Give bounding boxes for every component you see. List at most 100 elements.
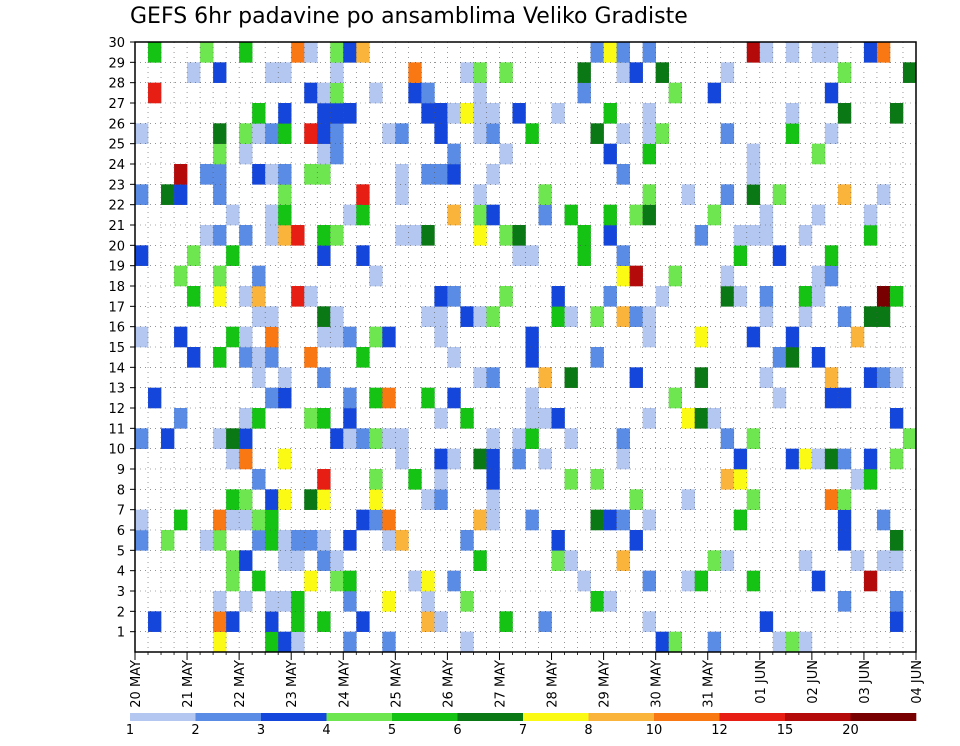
heatmap-cell	[642, 184, 656, 205]
heatmap-cell	[174, 408, 188, 429]
heatmap-cell	[629, 265, 643, 287]
legend-label: 7	[519, 723, 527, 738]
heatmap-cell	[447, 286, 461, 307]
heatmap-cell	[239, 225, 253, 246]
heatmap-cell	[213, 164, 227, 185]
heatmap-cell	[473, 550, 487, 571]
legend-label: 10	[646, 723, 663, 738]
x-tick-label: 31 MAY	[702, 660, 717, 708]
heatmap-cell	[343, 387, 357, 409]
heatmap-cell	[434, 103, 448, 124]
heatmap-cell	[590, 123, 604, 144]
heatmap-cell	[239, 489, 253, 510]
heatmap-cell	[603, 286, 617, 307]
heatmap-cell	[694, 225, 709, 246]
heatmap-cell	[746, 489, 761, 510]
heatmap-cell	[798, 631, 813, 653]
heatmap-cell	[239, 143, 253, 165]
heatmap-cell	[278, 367, 292, 388]
heatmap-cell	[863, 570, 878, 592]
heatmap-cell	[213, 428, 227, 449]
heatmap-cell	[252, 103, 266, 124]
y-tick-label: 18	[108, 280, 125, 295]
heatmap-cell	[330, 82, 344, 104]
heatmap-cell	[837, 306, 852, 327]
heatmap-cell	[486, 509, 500, 531]
heatmap-cell	[499, 62, 513, 83]
heatmap-cell	[434, 489, 448, 510]
heatmap-cell	[525, 245, 539, 266]
heatmap-cell	[694, 570, 709, 592]
heatmap-cell	[460, 306, 474, 327]
heatmap-cell	[278, 103, 292, 124]
heatmap-cell	[720, 184, 735, 205]
heatmap-cell	[148, 42, 162, 63]
heatmap-cell	[135, 326, 149, 348]
heatmap-cell	[434, 469, 448, 490]
heatmap-cell	[525, 347, 539, 368]
heatmap-cell	[720, 62, 735, 83]
heatmap-cell	[473, 306, 487, 327]
legend-label: 6	[453, 723, 461, 738]
heatmap-cell	[772, 245, 787, 266]
heatmap-cell	[876, 367, 891, 388]
y-tick-label: 14	[108, 361, 125, 376]
heatmap-cell	[590, 509, 604, 531]
y-tick-label: 29	[108, 56, 125, 71]
heatmap-cell	[304, 347, 318, 368]
heatmap-cell	[330, 306, 344, 327]
heatmap-cell	[213, 143, 227, 165]
heatmap-cell	[226, 428, 240, 449]
legend-label: 12	[711, 723, 728, 738]
heatmap-cell	[265, 591, 279, 612]
heatmap-cell	[525, 509, 539, 531]
heatmap-cell	[200, 530, 214, 551]
heatmap-cell	[395, 184, 409, 205]
heatmap-cell	[161, 530, 175, 551]
y-tick-label: 16	[108, 321, 125, 336]
y-tick-label: 1	[117, 626, 125, 641]
heatmap-cell	[304, 42, 318, 63]
heatmap-cell	[629, 530, 643, 551]
heatmap-cell	[226, 245, 240, 266]
heatmap-cell	[330, 225, 344, 246]
heatmap-cell	[317, 326, 331, 348]
heatmap-cell	[629, 367, 643, 388]
x-tick-label: 27 MAY	[493, 660, 508, 708]
heatmap-cell	[889, 103, 904, 124]
heatmap-cell	[889, 611, 904, 632]
heatmap-cell	[759, 42, 774, 63]
heatmap-cell	[239, 286, 253, 307]
heatmap-cell	[876, 42, 891, 63]
heatmap-cell	[616, 245, 630, 266]
heatmap-cell	[811, 42, 826, 63]
x-tick-label: 22 MAY	[233, 660, 248, 708]
heatmap-cell	[720, 469, 735, 490]
heatmap-cell	[278, 204, 292, 226]
heatmap-cell	[369, 469, 383, 490]
heatmap-cell	[317, 82, 331, 104]
heatmap-cell	[317, 245, 331, 266]
heatmap-cell	[291, 530, 305, 551]
heatmap-cell	[226, 550, 240, 571]
heatmap-cell	[499, 611, 513, 632]
heatmap-cell	[733, 469, 748, 490]
heatmap-cell	[616, 448, 630, 470]
heatmap-cell	[213, 286, 227, 307]
heatmap-cell	[434, 408, 448, 429]
heatmap-cell	[538, 367, 552, 388]
heatmap-cell	[473, 509, 487, 531]
legend-swatch	[654, 713, 720, 721]
heatmap-cell	[538, 611, 552, 632]
heatmap-cell	[837, 489, 852, 510]
heatmap-cell	[837, 184, 852, 205]
heatmap-cell	[694, 408, 709, 429]
heatmap-cell	[382, 326, 396, 348]
heatmap-cell	[564, 367, 578, 388]
heatmap-cell	[226, 509, 240, 531]
heatmap-cell	[278, 631, 292, 653]
heatmap-cell	[525, 408, 539, 429]
heatmap-cell	[369, 428, 383, 449]
heatmap-cell	[837, 509, 852, 531]
